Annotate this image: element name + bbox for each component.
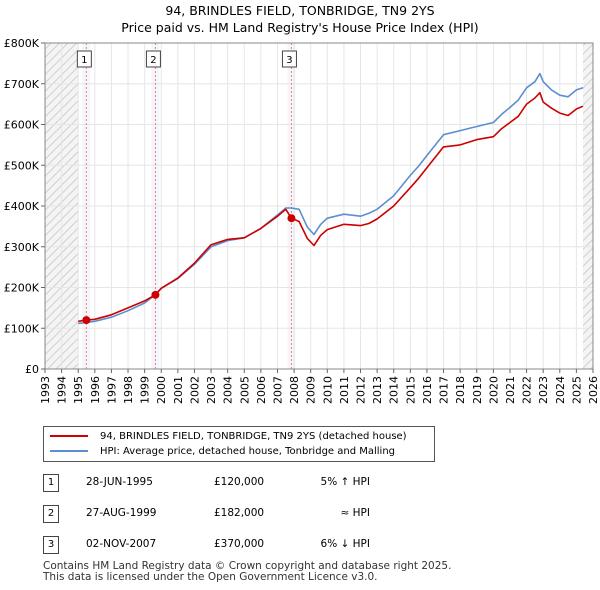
x-tick-label: 2022 — [521, 376, 534, 404]
sale-price: £120,000 — [214, 476, 265, 488]
sale-price: £182,000 — [214, 507, 265, 519]
legend-item-hpi: HPI: Average price, detached house, Tonb… — [50, 444, 395, 459]
x-tick-label: 2008 — [288, 376, 301, 404]
chart-title: 94, BRINDLES FIELD, TONBRIDGE, TN9 2YS P… — [0, 2, 600, 36]
chart-series — [78, 72, 584, 325]
x-tick-label: 1995 — [72, 376, 85, 404]
x-tick-label: 2016 — [421, 376, 434, 404]
x-tick-label: 2010 — [321, 376, 334, 404]
legend-swatch-price — [50, 435, 88, 437]
footer-note: Contains HM Land Registry data © Crown c… — [43, 561, 451, 583]
legend-swatch-hpi — [50, 450, 88, 452]
y-tick-label: £100K — [4, 322, 40, 335]
x-tick-label: 1993 — [39, 376, 52, 404]
x-tick-label: 2015 — [404, 376, 417, 404]
sale-label-text: 2 — [150, 55, 156, 66]
sale-label-box — [281, 50, 297, 68]
x-tick-label: 2024 — [554, 376, 567, 404]
sale-label-text: 1 — [81, 55, 87, 66]
legend-label-hpi: HPI: Average price, detached house, Tonb… — [100, 446, 396, 457]
x-tick-label: 2026 — [587, 376, 600, 404]
sale-hpi-comparison: 5% ↑ HPI — [320, 476, 370, 488]
legend-item-price: 94, BRINDLES FIELD, TONBRIDGE, TN9 2YS (… — [50, 429, 407, 444]
y-tick-label: £300K — [4, 241, 40, 254]
chart-title-line1: 94, BRINDLES FIELD, TONBRIDGE, TN9 2YS — [165, 3, 435, 18]
sale-markers — [82, 214, 296, 325]
x-tick-label: 2000 — [155, 376, 168, 404]
chart-title-line2: Price paid vs. HM Land Registry's House … — [121, 20, 479, 35]
x-tick-label: 2005 — [238, 376, 251, 404]
sale-number: 3 — [43, 536, 59, 554]
x-tick-label: 2009 — [305, 376, 318, 404]
y-tick-label: £0 — [25, 363, 39, 376]
chart-axes: £0 £100K £200K £300K £400K £500K £600K £700K £80… — [4, 37, 600, 404]
x-tick-label: 2007 — [271, 376, 284, 404]
x-tick-label: 1998 — [122, 376, 135, 404]
y-tick-label: £800K — [4, 37, 40, 50]
x-tick-label: 1994 — [56, 376, 69, 404]
x-tick-label: 2003 — [205, 376, 218, 404]
sale-date: 27-AUG-1999 — [86, 507, 157, 519]
x-tick-label: 2011 — [338, 376, 351, 404]
sale-row-3: 3 02-NOV-2007 £370,000 6% ↓ HPI — [0, 536, 600, 556]
y-tick-label: £500K — [4, 159, 40, 172]
x-tick-label: 2018 — [454, 376, 467, 404]
x-tick-label: 1996 — [89, 376, 102, 404]
sale-hpi-comparison: 6% ↓ HPI — [320, 538, 370, 550]
x-tick-label: 2012 — [355, 376, 368, 404]
x-tick-label: 2014 — [388, 376, 401, 404]
x-tick-label: 2001 — [172, 376, 185, 404]
y-tick-label: £600K — [4, 119, 40, 132]
sale-marker — [151, 290, 160, 299]
x-tick-label: 2025 — [570, 376, 583, 404]
sale-label-box — [76, 50, 92, 68]
sale-labels: 1 2 3 — [76, 50, 297, 68]
price-paid-line — [78, 91, 584, 323]
x-tick-label: 1999 — [139, 376, 152, 404]
sale-marker — [82, 316, 91, 325]
footer-line1: Contains HM Land Registry data © Crown c… — [43, 560, 452, 572]
x-tick-label: 2004 — [222, 376, 235, 404]
x-tick-label: 1997 — [105, 376, 118, 404]
x-tick-label: 2021 — [504, 376, 517, 404]
x-tick-label: 2013 — [371, 376, 384, 404]
footer-line2: This data is licensed under the Open Gov… — [43, 571, 378, 583]
x-tick-label: 2023 — [537, 376, 550, 404]
x-tick-label: 2002 — [188, 376, 201, 404]
chart-legend: 94, BRINDLES FIELD, TONBRIDGE, TN9 2YS (… — [43, 426, 435, 462]
legend-label-price: 94, BRINDLES FIELD, TONBRIDGE, TN9 2YS (… — [100, 431, 407, 442]
chart-grid — [44, 42, 594, 370]
sale-number: 2 — [43, 505, 59, 523]
sale-date: 28-JUN-1995 — [86, 476, 153, 488]
sale-hpi-comparison: ≈ HPI — [340, 507, 370, 519]
x-tick-label: 2019 — [471, 376, 484, 404]
sale-price: £370,000 — [214, 538, 265, 550]
sale-marker — [287, 214, 296, 223]
sale-row-2: 2 27-AUG-1999 £182,000 ≈ HPI — [0, 505, 600, 525]
price-chart: 1 2 3 £0 £100K £200K £300K £400K £500K £600K £700… — [4, 37, 600, 404]
y-tick-label: £700K — [4, 78, 40, 91]
x-tick-label: 2006 — [255, 376, 268, 404]
sale-row-1: 1 28-JUN-1995 £120,000 5% ↑ HPI — [0, 474, 600, 494]
sale-label-box — [145, 50, 161, 68]
sale-date: 02-NOV-2007 — [86, 538, 157, 550]
sale-label-text: 3 — [286, 55, 292, 66]
y-tick-label: £200K — [4, 282, 40, 295]
x-tick-label: 2017 — [438, 376, 451, 404]
x-tick-label: 2020 — [487, 376, 500, 404]
y-tick-label: £400K — [4, 200, 40, 213]
sale-number: 1 — [43, 474, 59, 492]
